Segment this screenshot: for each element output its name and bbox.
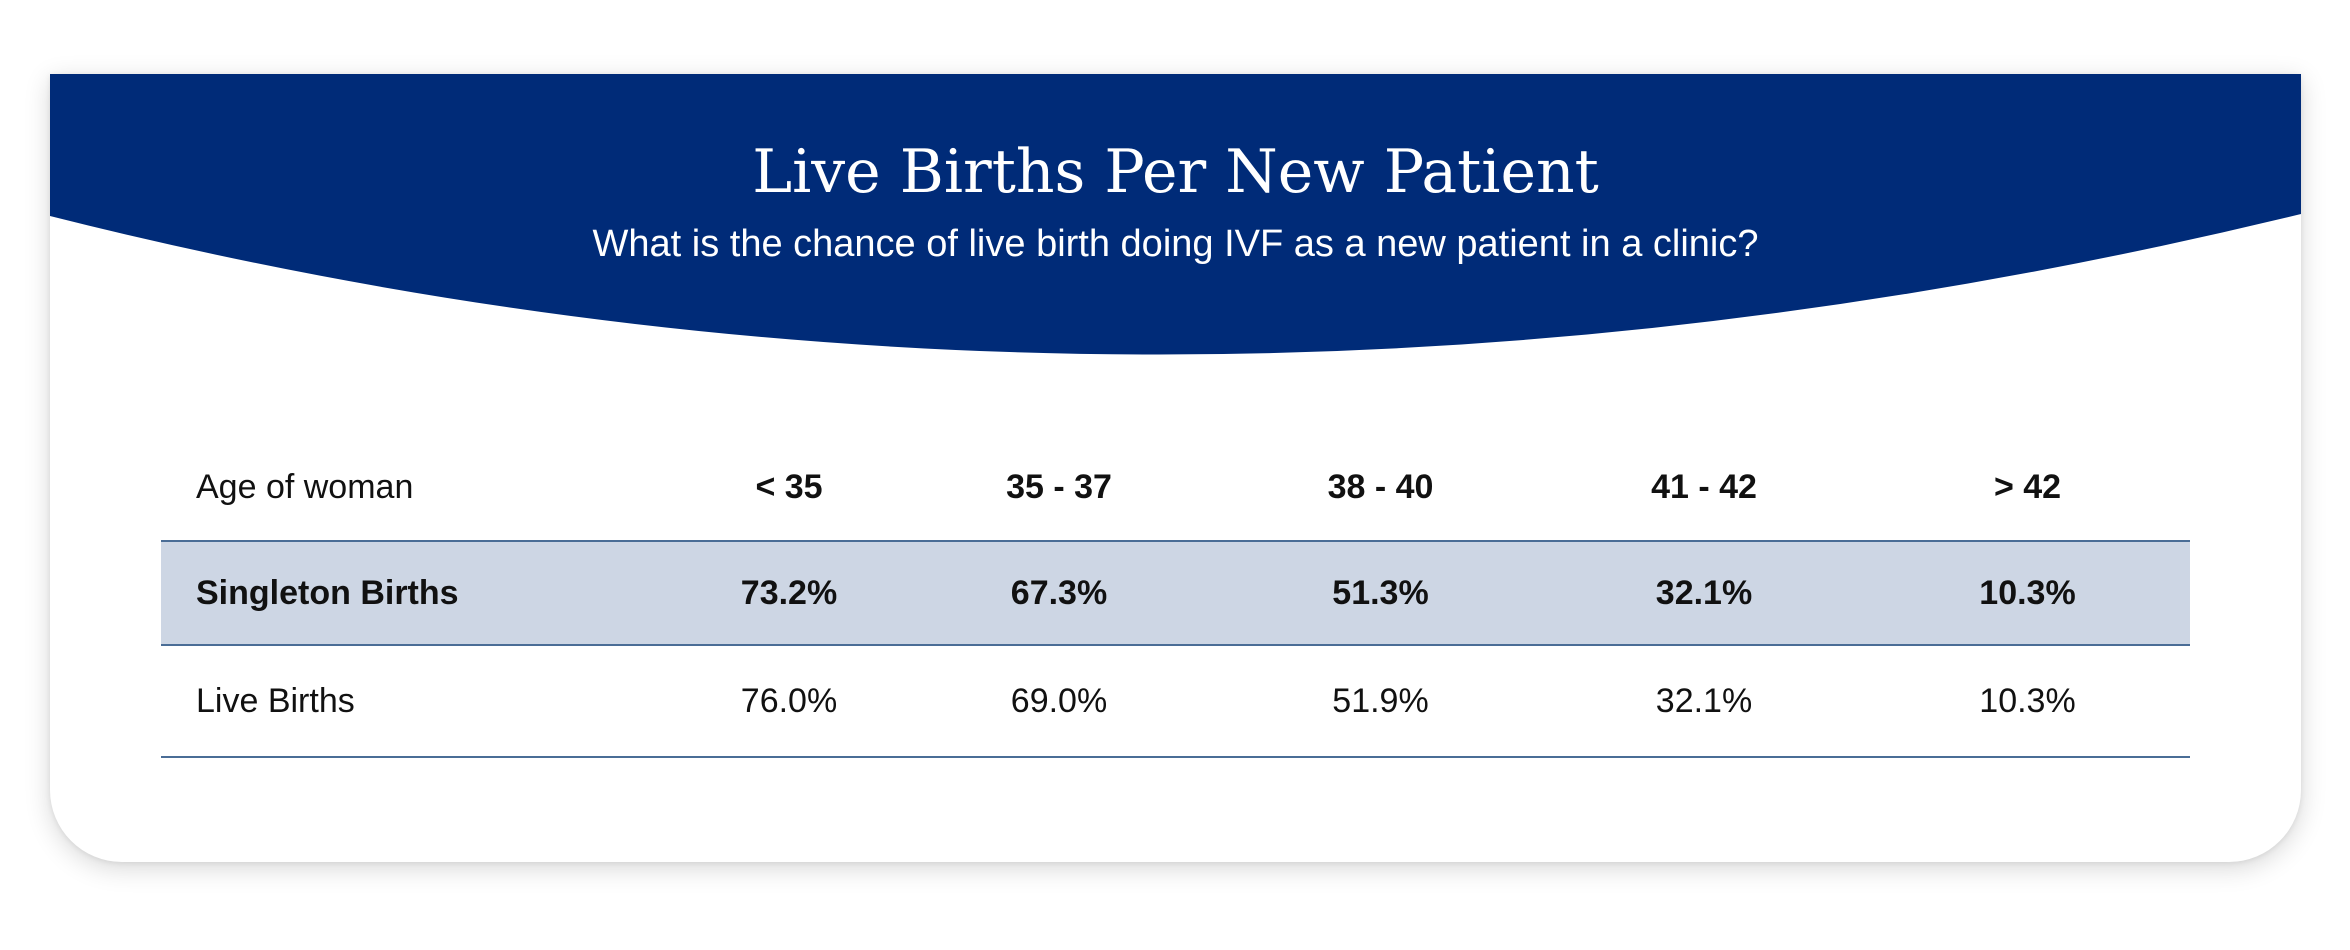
header-col-35-37: 35 - 37 xyxy=(1006,467,1112,506)
page-subtitle: What is the chance of live birth doing I… xyxy=(592,223,1759,265)
live-value-38-40: 51.9% xyxy=(1332,681,1429,720)
singleton-value-over-42: 10.3% xyxy=(1979,573,2076,612)
births-table: Age of woman < 35 35 - 37 38 - 40 41 - 4… xyxy=(161,434,2190,758)
header-col-41-42: 41 - 42 xyxy=(1651,467,1757,506)
live-value-over-42: 10.3% xyxy=(1979,681,2076,720)
table-header-row: Age of woman < 35 35 - 37 38 - 40 41 - 4… xyxy=(161,434,2190,540)
table-row-live-births: Live Births 76.0% 69.0% 51.9% 32.1% 10.3… xyxy=(161,646,2190,758)
row-label-live-births: Live Births xyxy=(196,681,355,720)
singleton-value-38-40: 51.3% xyxy=(1332,573,1429,612)
singleton-value-41-42: 32.1% xyxy=(1655,573,1753,612)
singleton-value-35-37: 67.3% xyxy=(1010,573,1108,612)
header-col-over-42: > 42 xyxy=(1993,467,2062,506)
row-label-singleton-births: Singleton Births xyxy=(196,573,459,612)
live-value-35-37: 69.0% xyxy=(1010,681,1108,720)
page-title: Live Births Per New Patient xyxy=(752,137,1599,207)
live-value-under-35: 76.0% xyxy=(740,681,838,720)
header-col-38-40: 38 - 40 xyxy=(1327,467,1434,506)
singleton-value-under-35: 73.2% xyxy=(740,573,838,612)
header-banner xyxy=(50,74,2301,355)
stats-card: Live Births Per New Patient What is the … xyxy=(50,74,2301,862)
banner-shape xyxy=(50,74,2301,355)
header-col-under-35: < 35 xyxy=(755,467,823,506)
live-value-41-42: 32.1% xyxy=(1655,681,1753,720)
header-label-age: Age of woman xyxy=(196,467,414,506)
table-row-singleton-births: Singleton Births 73.2% 67.3% 51.3% 32.1%… xyxy=(161,540,2190,646)
